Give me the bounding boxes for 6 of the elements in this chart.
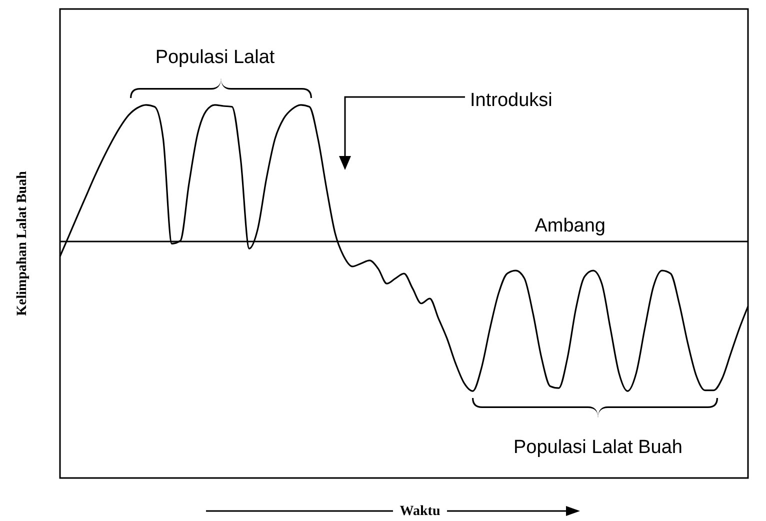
x-axis-title: Waktu <box>400 504 440 519</box>
annotation: Populasi Lalat Buah <box>513 437 683 458</box>
y-axis-title: Kelimpahan Lalat Buah <box>15 170 30 316</box>
ref-line-label: Ambang <box>534 215 606 236</box>
text: Populasi Lalat <box>155 47 276 68</box>
annotation: Introduksi <box>470 90 552 111</box>
